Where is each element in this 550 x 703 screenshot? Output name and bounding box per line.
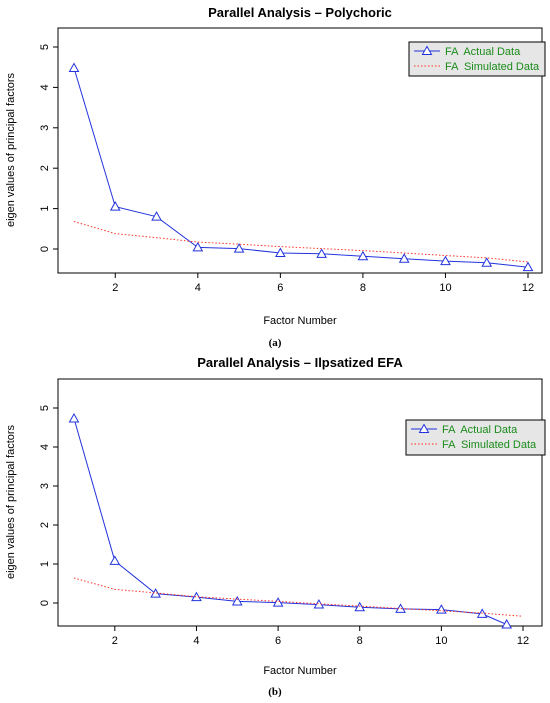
chart-b-panel-label: (b) — [268, 686, 282, 698]
actual-data-point — [440, 255, 451, 266]
chart-a-xlabel: Factor Number — [263, 315, 337, 327]
actual-data-point — [354, 601, 366, 612]
actual-data-point — [68, 62, 80, 73]
y-tick-label: 5 — [39, 405, 51, 411]
chart-a-legend-actual-marker — [421, 45, 433, 55]
chart-b-x-axis: 2 4 6 8 10 12 — [112, 626, 529, 647]
actual-data-point — [109, 555, 121, 565]
x-tick-label: 12 — [522, 282, 534, 294]
actual-data-point — [233, 243, 245, 253]
x-tick-label: 12 — [517, 635, 529, 647]
actual-data-point — [109, 201, 121, 211]
actual-data-point — [398, 253, 410, 263]
x-tick-label: 2 — [112, 282, 118, 294]
x-tick-label: 8 — [357, 635, 363, 647]
y-tick-label: 1 — [39, 206, 51, 212]
actual-data-point — [150, 588, 161, 598]
y-tick-label: 4 — [39, 444, 51, 450]
actual-data-point — [522, 261, 534, 272]
chart-b-title: Parallel Analysis – Ilpsatized EFA — [197, 355, 403, 370]
actual-data-point — [68, 413, 80, 423]
chart-a-legend: FA Actual Data FA Simulated Data — [408, 41, 546, 77]
actual-data-point — [357, 250, 369, 261]
actual-data-point — [316, 248, 327, 258]
chart-a-x-axis: 2 4 6 8 10 12 — [112, 273, 534, 294]
chart-a-legend-actual-label: FA Actual Data — [445, 46, 521, 58]
x-tick-label: 8 — [360, 282, 366, 294]
chart-b-legend: FA Actual Data FA Simulated Data — [405, 419, 546, 456]
chart-b-xlabel: Factor Number — [263, 665, 337, 677]
chart-a-panel-label: (a) — [269, 337, 282, 349]
y-tick-label: 5 — [39, 44, 51, 50]
simulated-data-line — [73, 221, 529, 263]
chart-b-ylabel: eigen values of principal factors — [5, 424, 17, 579]
chart-a-ylabel: eigen values of principal factors — [5, 72, 17, 227]
actual-data-point — [151, 211, 162, 221]
chart-a-series — [68, 62, 534, 272]
actual-data-line — [73, 418, 507, 625]
chart-a-title: Parallel Analysis – Polychoric — [208, 5, 392, 20]
actual-data-point — [275, 247, 286, 258]
y-tick-label: 2 — [39, 165, 51, 171]
y-tick-label: 4 — [39, 84, 51, 90]
y-tick-label: 1 — [39, 561, 51, 567]
chart-b: Parallel Analysis – Ilpsatized EFA 01234… — [5, 355, 546, 698]
x-tick-label: 10 — [439, 282, 451, 294]
y-tick-label: 0 — [39, 600, 51, 606]
chart-a-plot-frame — [57, 27, 543, 274]
chart-b-y-axis: 0 1 2 3 4 5 — [39, 405, 58, 606]
chart-b-legend-simulated-label: FA Simulated Data — [442, 439, 537, 451]
x-tick-label: 2 — [112, 635, 118, 647]
x-tick-label: 6 — [275, 635, 281, 647]
actual-data-point — [481, 257, 493, 267]
chart-b-legend-box — [405, 419, 546, 456]
actual-data-point — [272, 597, 284, 607]
y-tick-label: 3 — [39, 125, 51, 131]
chart-a-legend-box — [408, 41, 546, 77]
chart-b-legend-actual-label: FA Actual Data — [442, 424, 518, 436]
x-tick-label: 4 — [195, 282, 201, 294]
chart-b-legend-actual-marker — [418, 423, 430, 433]
chart-b-series — [68, 413, 524, 629]
simulated-data-line — [73, 577, 524, 617]
y-tick-label: 2 — [39, 522, 51, 528]
y-tick-label: 3 — [39, 483, 51, 489]
actual-data-line — [73, 67, 529, 268]
y-tick-label: 0 — [39, 246, 51, 252]
chart-a-legend-simulated-label: FA Simulated Data — [445, 61, 540, 73]
actual-data-point — [501, 618, 513, 629]
x-tick-label: 6 — [277, 282, 283, 294]
x-tick-label: 4 — [193, 635, 199, 647]
chart-a-y-axis: 0 1 2 3 4 5 — [39, 44, 58, 252]
actual-data-point — [192, 241, 204, 252]
x-tick-label: 10 — [435, 635, 447, 647]
chart-b-plot-frame — [57, 378, 543, 627]
actual-data-point — [231, 595, 243, 606]
